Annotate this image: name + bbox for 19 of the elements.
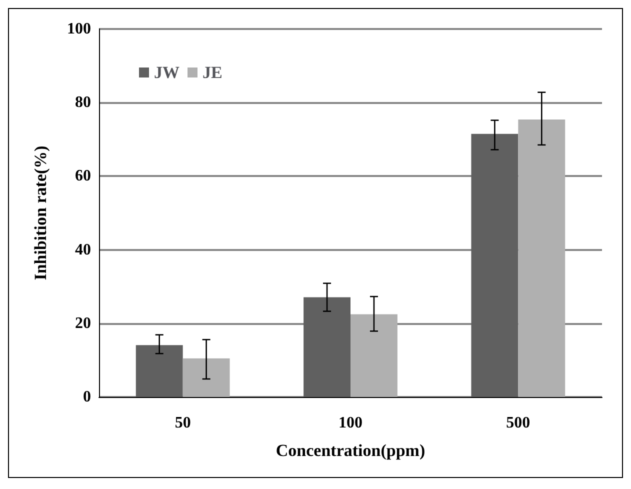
x-tick-label: 50: [174, 414, 191, 432]
y-tick-label: 0: [83, 388, 91, 406]
bar: [182, 358, 230, 397]
x-tick-label: 500: [506, 414, 530, 432]
bar: [304, 297, 350, 397]
x-axis-title: Concentration(ppm): [276, 441, 426, 460]
legend-label: JE: [202, 63, 222, 82]
bar: [471, 134, 518, 397]
y-tick-label: 100: [67, 20, 91, 38]
bar: [518, 120, 566, 397]
y-tick-label: 60: [75, 168, 91, 185]
y-tick-label: 80: [75, 94, 91, 112]
y-tick-label: 20: [75, 314, 91, 332]
y-tick-label: 40: [75, 241, 91, 258]
bar: [350, 314, 398, 397]
y-axis-title: Inhibition rate(%): [31, 146, 50, 280]
bar: [136, 345, 183, 397]
x-tick-label: 100: [338, 414, 362, 432]
legend-label: JW: [154, 63, 180, 82]
